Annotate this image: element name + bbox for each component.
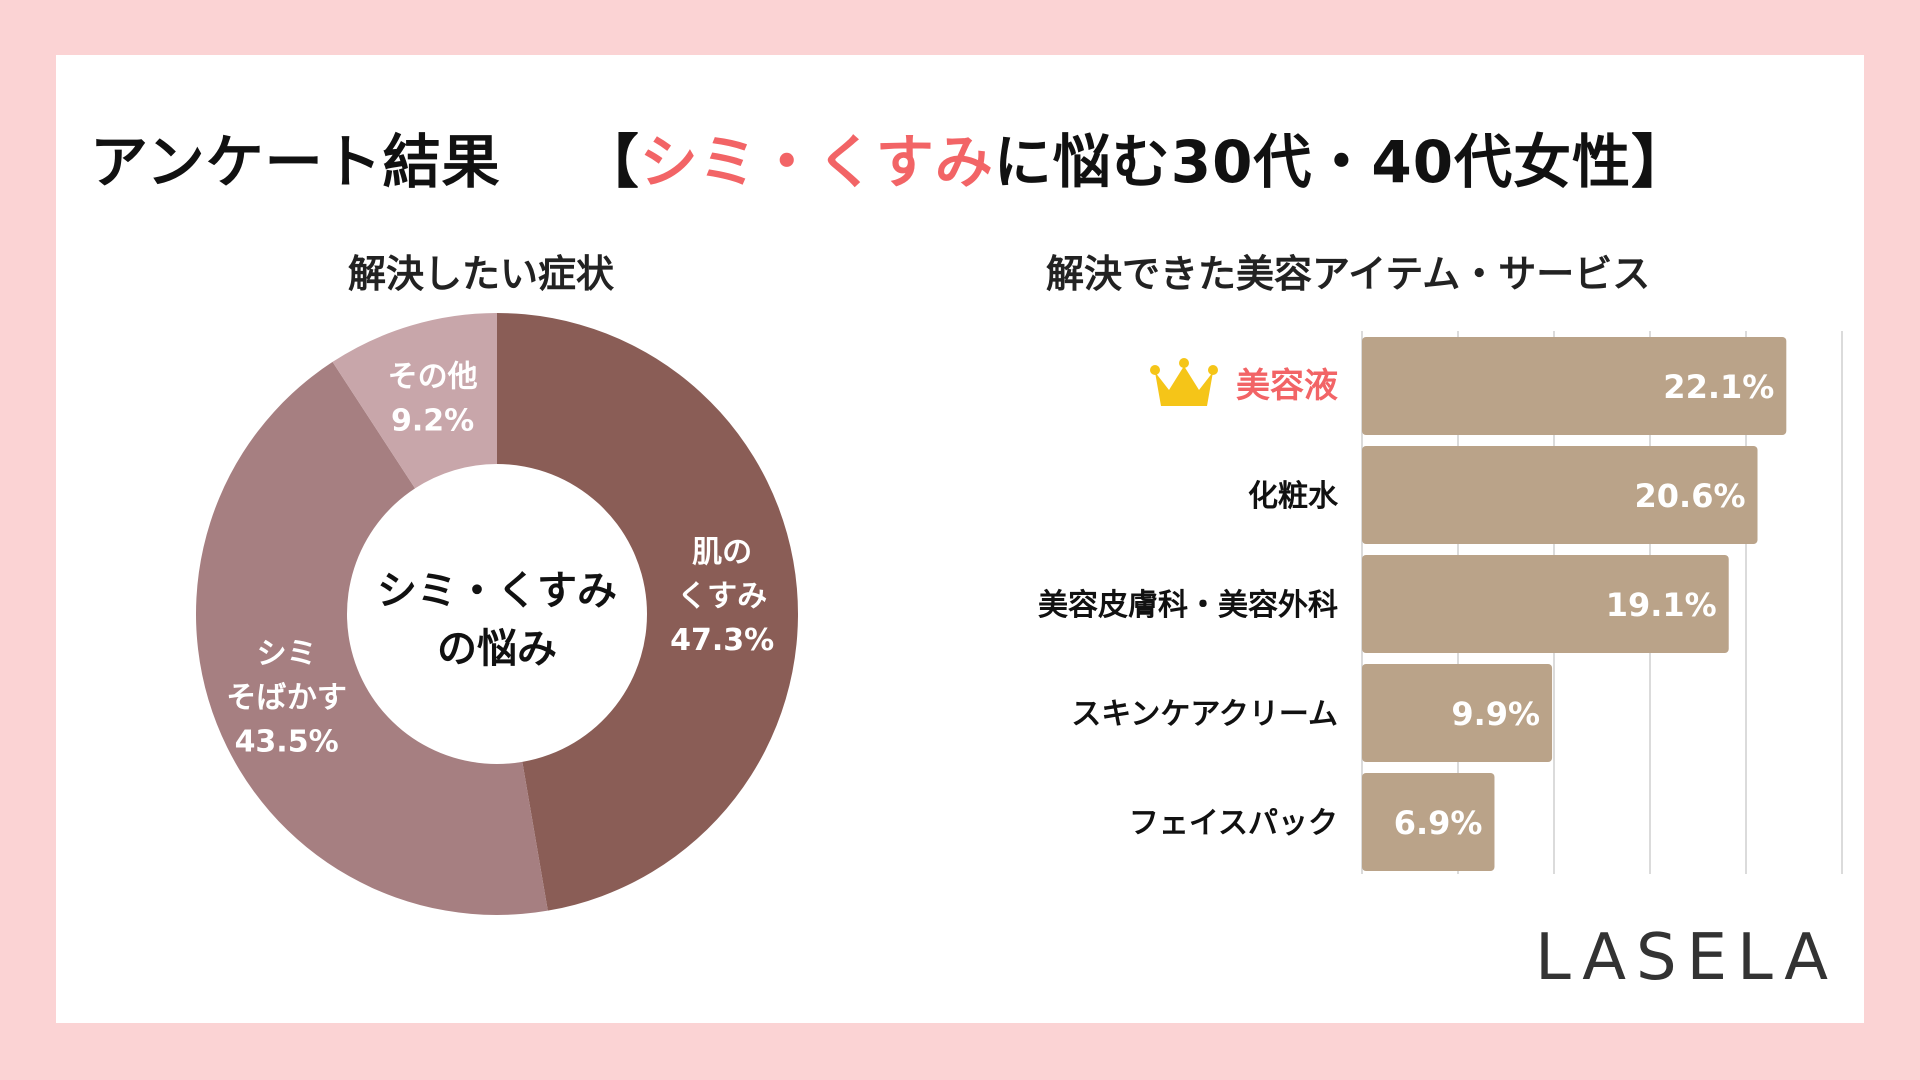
donut-chart-title: 解決したい症状: [348, 252, 615, 296]
title-bracket-close: 】: [1631, 128, 1691, 196]
category-label: スキンケアクリーム: [1071, 697, 1338, 732]
donut-slice-label: 肌の: [692, 535, 752, 570]
title-bracket-open: 【: [580, 128, 640, 196]
donut-center-label: シミ・くすみ: [377, 568, 617, 614]
donut-slice: [196, 361, 548, 915]
title-main: アンケート結果: [90, 128, 501, 196]
category-label: 美容皮膚科・美容外科: [1038, 588, 1338, 623]
donut-slice: [497, 313, 799, 911]
title-highlight: シミ・くすみ: [639, 128, 994, 196]
category-label: フェイスパック: [1129, 806, 1338, 841]
donut-slice-value: 9.2%: [391, 403, 474, 438]
bar-chart-title: 解決できた美容アイテム・サービス: [1046, 252, 1651, 296]
crown-icon: [1150, 358, 1218, 406]
bar-value-label: 9.9%: [1451, 695, 1540, 733]
donut-chart: 肌のくすみ 47.3% シミそばかす 43.5% その他 9.2% シミ・くすみ の悩み: [196, 313, 799, 915]
bar: [1362, 446, 1758, 544]
bar-chart: 22.1% 美容液 20.6% 化粧水 19.1% 美容皮膚科・美容外科 9.9% スキンケア…: [756, 325, 1856, 945]
bar-value-label: 22.1%: [1663, 368, 1774, 406]
donut-center-label: の悩み: [437, 626, 557, 672]
title-rest: に悩む30代・40代女性: [993, 128, 1632, 196]
bar-value-label: 19.1%: [1606, 586, 1717, 624]
donut-slice-label: シミ: [257, 637, 317, 672]
page-title: アンケート結果 【シミ・くすみに悩む30代・40代女性】: [90, 115, 1690, 199]
bar-chart-svg: 22.1% 美容液 20.6% 化粧水 19.1% 美容皮膚科・美容外科 9.9% スキンケア…: [1038, 331, 1843, 874]
category-label: 美容液: [1236, 366, 1338, 406]
bar: [1362, 555, 1729, 653]
donut-slice: [332, 313, 497, 489]
donut-slice-label: その他: [388, 359, 478, 394]
content-card: アンケート結果 【シミ・くすみに悩む30代・40代女性】 解決したい症状 解決でき…: [56, 55, 1864, 1023]
donut-slice-label: くすみ: [677, 579, 767, 614]
category-label: 化粧水: [1248, 479, 1339, 514]
bar-value-label: 6.9%: [1394, 804, 1483, 842]
bar: [1362, 664, 1553, 762]
donut-slice-value: 47.3%: [670, 623, 774, 658]
bar: [1362, 337, 1787, 435]
bar: [1362, 773, 1495, 871]
donut-slice-value: 43.5%: [235, 725, 339, 760]
donut-slice-label: そばかす: [226, 681, 347, 716]
brand-logo: LASELA: [1535, 921, 1838, 995]
bar-value-label: 20.6%: [1635, 477, 1746, 515]
